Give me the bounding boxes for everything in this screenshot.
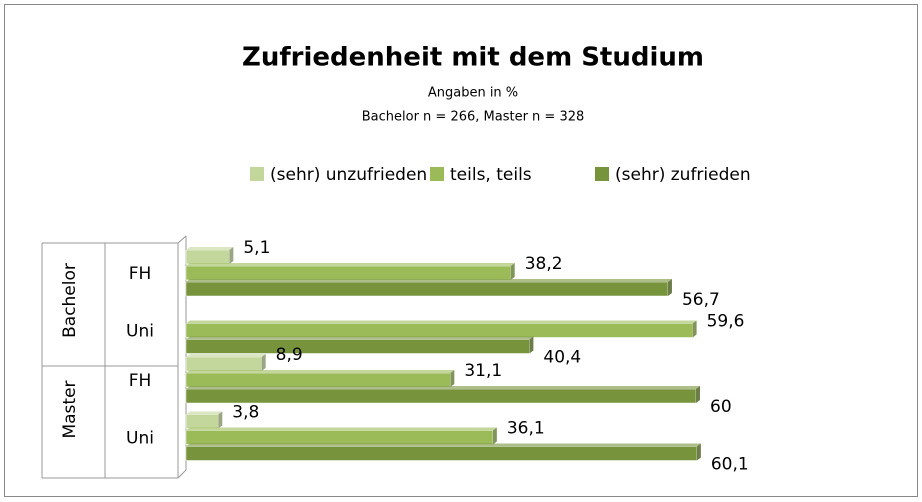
bar-side (218, 411, 223, 429)
bar-top (186, 263, 515, 266)
y-tick-label: Uni (126, 429, 154, 449)
chart-title: Zufriedenheit mit dem Studium (242, 43, 704, 73)
bar-side (696, 386, 700, 403)
chart-subtitle: Bachelor n = 266, Master n = 328 (362, 110, 585, 125)
bar-side (667, 279, 672, 296)
bar (185, 249, 230, 265)
bar-top (186, 386, 700, 389)
legend-label: (sehr) zufrieden (615, 165, 751, 185)
y-tick-label: FH (129, 371, 152, 391)
bar-side (229, 247, 234, 264)
y-tick-label: Uni (126, 322, 154, 342)
bar-top (186, 320, 697, 324)
bar-top (186, 427, 497, 431)
bar-side (529, 336, 534, 354)
bar-side (692, 320, 697, 338)
y-tick-label: FH (129, 264, 152, 284)
bar-side (261, 354, 266, 371)
bar (185, 339, 530, 354)
data-label: 36,1 (507, 419, 545, 439)
data-label: 31,1 (464, 361, 502, 381)
chart-subtitle: Angaben in % (428, 86, 518, 101)
data-label: 5,1 (243, 238, 270, 258)
bar-top (186, 336, 534, 340)
bar-side (510, 263, 515, 280)
data-label: 56,7 (682, 290, 720, 310)
bar (185, 265, 511, 281)
bar (185, 356, 262, 372)
legend-label: teils, teils (450, 165, 532, 185)
bar-side (450, 370, 455, 387)
data-label: 60 (710, 397, 732, 417)
bar-top (186, 370, 455, 373)
bar-top (186, 443, 701, 447)
data-label: 38,2 (525, 254, 563, 274)
bar-top (186, 279, 672, 282)
data-label: 40,4 (543, 348, 581, 368)
bar (185, 388, 697, 404)
bar (185, 372, 451, 388)
bar (185, 430, 494, 445)
bar (185, 323, 693, 338)
bar (185, 446, 698, 461)
data-label: 59,6 (707, 312, 745, 332)
bar (185, 414, 219, 429)
bar-side (696, 443, 701, 461)
group-label: Master (60, 380, 80, 438)
bar-top (186, 354, 266, 357)
legend-swatch (595, 167, 609, 181)
data-label: 60,1 (711, 455, 749, 475)
data-label: 8,9 (276, 345, 303, 365)
legend-swatch (430, 167, 444, 181)
chart-border (4, 4, 918, 497)
legend-label: (sehr) unzufrieden (270, 165, 427, 185)
group-label: Bachelor (60, 263, 80, 338)
legend-swatch (250, 167, 264, 181)
bar-side (492, 427, 497, 445)
data-label: 3,8 (232, 403, 259, 423)
bar-top (186, 411, 223, 415)
bar (185, 281, 669, 297)
bar-top (186, 247, 234, 250)
